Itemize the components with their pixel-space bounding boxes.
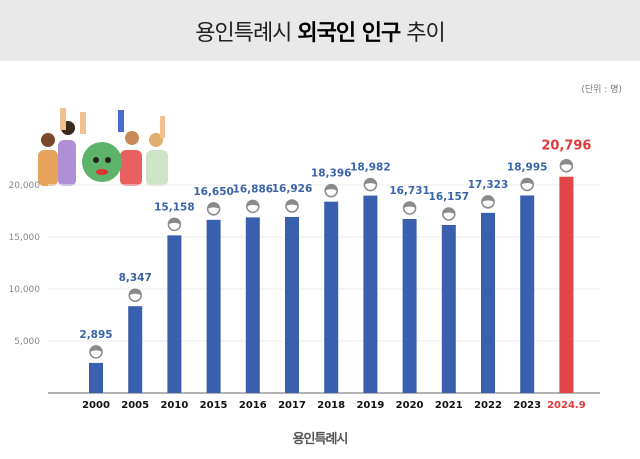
person-icon: [402, 201, 417, 215]
data-label: 17,323: [468, 179, 509, 191]
data-label: 16,650: [193, 186, 234, 198]
x-tick-label: 2020: [396, 400, 424, 411]
data-label: 8,347: [119, 272, 152, 284]
data-label: 16,926: [272, 183, 313, 195]
footer-logo: 용인특례시: [292, 432, 349, 447]
y-tick-label: 5,000: [14, 337, 40, 347]
x-tick-label: 2017: [278, 400, 306, 411]
x-tick-label: 2015: [200, 400, 228, 411]
y-tick-label: 10,000: [9, 285, 41, 295]
x-tick-label: 2024.9: [547, 400, 586, 411]
person-icon: [206, 202, 221, 216]
x-tick-label: 2016: [239, 400, 267, 411]
bar: [89, 362, 103, 393]
data-label: 15,158: [154, 201, 195, 213]
x-tick-label: 2005: [121, 400, 149, 411]
title-prefix: 용인특례시: [195, 20, 292, 46]
x-tick-label: 2018: [317, 400, 345, 411]
x-tick-label: 2023: [513, 400, 541, 411]
data-label: 20,796: [541, 139, 591, 154]
x-tick-label: 2019: [356, 400, 384, 411]
person-icon: [246, 199, 260, 214]
data-label: 18,396: [311, 168, 352, 180]
person-icon: [128, 288, 142, 302]
title-bold: 외국인 인구: [297, 20, 401, 46]
person-icon: [520, 177, 534, 192]
bar: [206, 219, 221, 393]
person-icon: [285, 199, 299, 213]
bar: [324, 201, 339, 393]
data-label: 16,731: [389, 185, 430, 197]
title-suffix: 추이: [406, 20, 445, 46]
person-icon: [89, 345, 103, 359]
bar: [520, 195, 535, 393]
unit-label: (단위 : 명): [581, 85, 622, 95]
bar: [441, 224, 456, 393]
y-tick-label: 20,000: [9, 181, 41, 191]
data-label: 2,895: [79, 329, 112, 341]
person-icon: [167, 217, 182, 232]
person-icon: [363, 177, 378, 192]
data-label: 16,886: [233, 183, 274, 195]
person-icon: [442, 207, 456, 221]
data-label: 18,982: [350, 162, 391, 174]
crowd-illustration: [38, 108, 168, 186]
bar: [128, 306, 143, 393]
bar: [285, 216, 299, 393]
bar: [245, 217, 260, 393]
x-tick-label: 2022: [474, 400, 502, 411]
chart-title-banner: 용인특례시 외국인 인구 추이: [0, 0, 640, 61]
x-tick-label: 2000: [82, 400, 110, 411]
person-icon: [559, 158, 574, 173]
y-tick-label: 15,000: [9, 233, 41, 243]
data-label: 18,995: [507, 161, 548, 173]
bar: [363, 195, 378, 393]
x-tick-label: 2010: [160, 400, 188, 411]
bar: [402, 218, 417, 393]
bar: [167, 235, 182, 393]
bar: [559, 176, 574, 393]
person-icon: [324, 183, 338, 198]
data-label: 16,157: [429, 191, 470, 203]
bar: [481, 212, 495, 393]
person-icon: [481, 195, 495, 209]
x-tick-label: 2021: [435, 400, 463, 411]
